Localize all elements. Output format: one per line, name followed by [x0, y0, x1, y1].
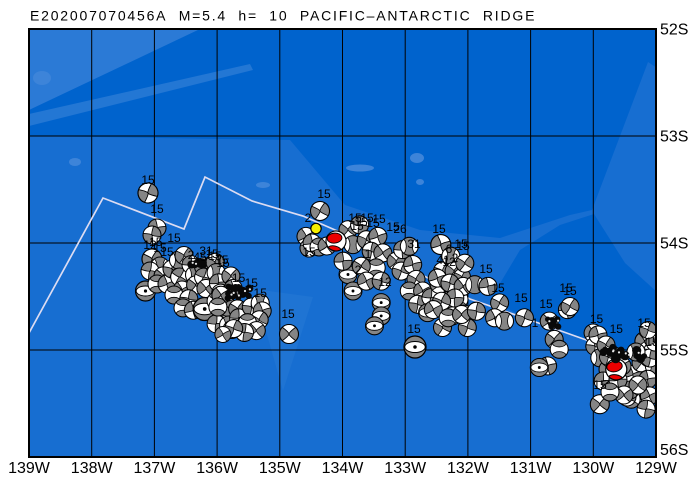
svg-text:130W: 130W — [572, 460, 615, 477]
svg-text:15: 15 — [407, 322, 421, 336]
svg-text:138W: 138W — [71, 460, 114, 477]
svg-text:15: 15 — [491, 281, 505, 295]
svg-text:15: 15 — [645, 335, 659, 349]
svg-text:15: 15 — [354, 215, 368, 229]
svg-text:53S: 53S — [660, 129, 688, 146]
svg-text:15: 15 — [372, 212, 386, 226]
svg-text:15: 15 — [593, 378, 607, 392]
svg-text:54S: 54S — [660, 236, 688, 253]
svg-text:15: 15 — [360, 211, 374, 225]
svg-text:15: 15 — [216, 256, 230, 270]
svg-text:15: 15 — [150, 202, 164, 216]
svg-text:15: 15 — [479, 262, 493, 276]
svg-text:15: 15 — [432, 222, 446, 236]
svg-text:129W: 129W — [635, 460, 678, 477]
svg-text:15: 15 — [254, 286, 268, 300]
svg-text:15: 15 — [348, 211, 362, 225]
svg-text:15: 15 — [386, 220, 400, 234]
svg-text:15: 15 — [149, 235, 163, 249]
svg-text:15: 15 — [205, 247, 219, 261]
svg-text:15: 15 — [454, 237, 468, 251]
svg-text:15: 15 — [281, 307, 295, 321]
svg-text:1: 1 — [365, 247, 372, 261]
svg-text:56S: 56S — [660, 442, 688, 459]
svg-text:26: 26 — [393, 222, 407, 236]
svg-text:E202007070456A M=5.4 h= 10: E202007070456A M=5.4 h= 10 PACIFIC–ANTAR… — [30, 8, 536, 24]
svg-text:15: 15 — [317, 187, 331, 201]
svg-text:133W: 133W — [384, 460, 427, 477]
svg-text:41: 41 — [436, 253, 450, 267]
svg-text:15: 15 — [563, 284, 577, 298]
svg-text:2: 2 — [452, 251, 459, 265]
svg-text:15: 15 — [160, 245, 174, 259]
svg-text:2: 2 — [305, 211, 312, 225]
svg-text:12: 12 — [442, 255, 456, 269]
svg-text:15: 15 — [167, 231, 181, 245]
svg-text:132W: 132W — [447, 460, 490, 477]
svg-text:1: 1 — [532, 316, 539, 330]
svg-text:12: 12 — [143, 238, 157, 252]
svg-text:137W: 137W — [134, 460, 177, 477]
svg-text:15: 15 — [559, 281, 573, 295]
svg-text:45: 45 — [193, 250, 207, 264]
svg-text:131W: 131W — [510, 460, 553, 477]
svg-text:15: 15 — [245, 276, 259, 290]
svg-text:31: 31 — [407, 237, 421, 251]
svg-text:135W: 135W — [259, 460, 302, 477]
svg-text:15: 15 — [456, 239, 470, 253]
svg-text:134W: 134W — [322, 460, 365, 477]
svg-text:52S: 52S — [660, 22, 688, 39]
svg-text:15: 15 — [350, 219, 364, 233]
svg-text:6: 6 — [446, 242, 453, 256]
svg-text:15: 15 — [637, 316, 651, 330]
svg-text:136W: 136W — [196, 460, 239, 477]
svg-text:15: 15 — [366, 216, 380, 230]
svg-text:31: 31 — [199, 244, 213, 258]
svg-text:15: 15 — [215, 253, 229, 267]
svg-text:55S: 55S — [660, 343, 688, 360]
svg-text:2: 2 — [188, 248, 195, 262]
svg-text:15: 15 — [153, 241, 167, 255]
svg-text:15: 15 — [610, 322, 624, 336]
svg-text:139W: 139W — [8, 460, 51, 477]
svg-text:15: 15 — [141, 173, 155, 187]
svg-text:15: 15 — [208, 249, 222, 263]
svg-text:15: 15 — [302, 245, 316, 259]
svg-text:12: 12 — [378, 275, 392, 289]
svg-text:2: 2 — [355, 263, 362, 277]
svg-text:15: 15 — [232, 271, 246, 285]
svg-text:15: 15 — [590, 312, 604, 326]
svg-text:15: 15 — [514, 291, 528, 305]
svg-text:15: 15 — [539, 297, 553, 311]
